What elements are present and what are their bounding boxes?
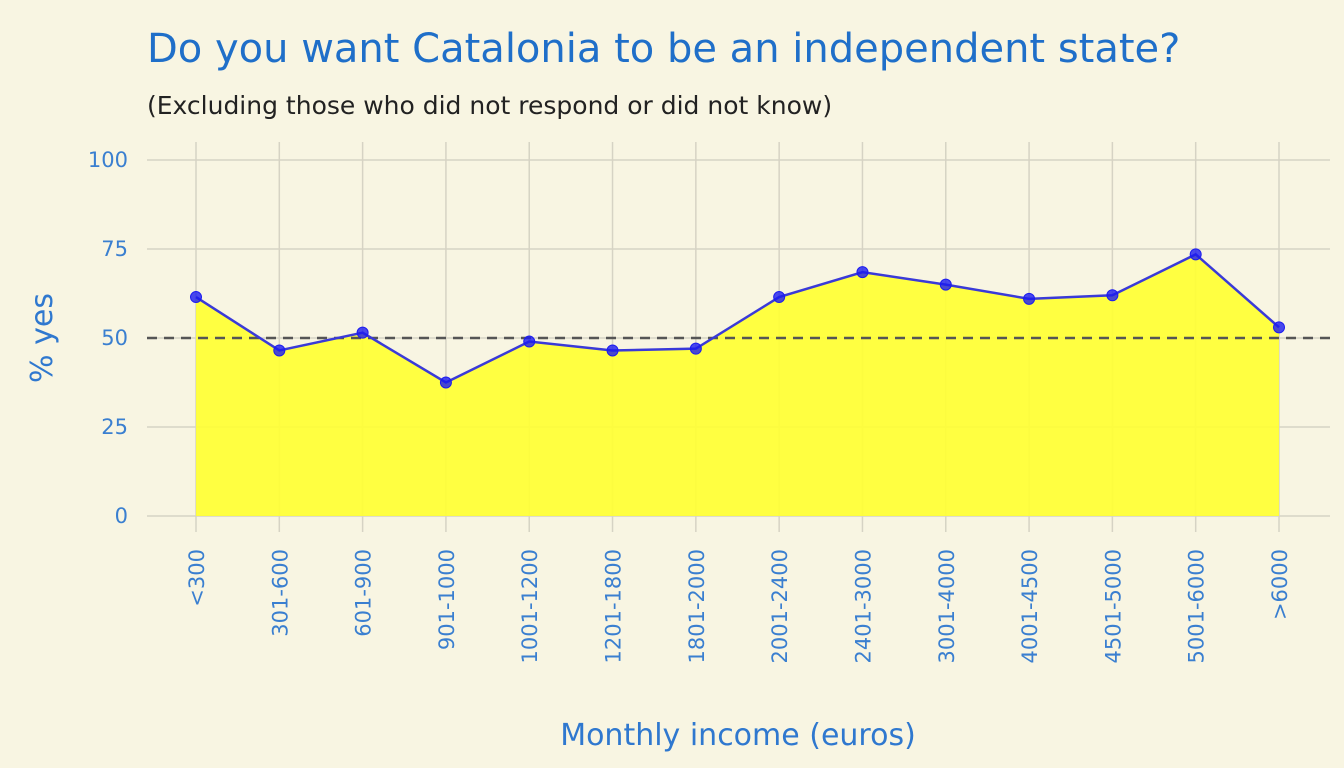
chart-title: Do you want Catalonia to be an independe… bbox=[147, 26, 1180, 72]
y-tick-label: 75 bbox=[101, 237, 128, 261]
x-tick-label: 3001-4000 bbox=[935, 549, 959, 663]
x-tick-label: <300 bbox=[185, 549, 209, 607]
x-tick-label: 4001-4500 bbox=[1018, 549, 1042, 663]
y-axis-title: % yes bbox=[25, 293, 60, 383]
data-point bbox=[1189, 248, 1202, 261]
x-tick-label: 2001-2400 bbox=[768, 549, 792, 663]
data-point bbox=[1273, 321, 1285, 334]
area-fill bbox=[196, 254, 1279, 516]
x-tick-label: 301-600 bbox=[268, 549, 292, 637]
x-tick-label: 1201-1800 bbox=[602, 549, 626, 663]
x-tick-label: 2401-3000 bbox=[851, 549, 875, 663]
y-tick-label: 25 bbox=[101, 415, 128, 439]
y-tick-label: 0 bbox=[115, 504, 128, 528]
x-axis-title: Monthly income (euros) bbox=[560, 718, 916, 753]
chart-subtitle: (Excluding those who did not respond or … bbox=[147, 91, 832, 120]
data-point bbox=[773, 291, 786, 304]
data-point bbox=[523, 335, 536, 348]
data-point bbox=[1106, 289, 1119, 302]
data-point bbox=[606, 344, 619, 357]
data-point bbox=[439, 376, 452, 389]
data-point bbox=[1023, 292, 1036, 305]
x-tick-label: >6000 bbox=[1268, 549, 1292, 620]
data-point bbox=[273, 344, 286, 357]
data-point bbox=[856, 266, 869, 279]
x-tick-label: 5001-6000 bbox=[1185, 549, 1209, 663]
y-tick-label: 100 bbox=[88, 148, 128, 172]
data-point bbox=[939, 278, 952, 291]
y-tick-label: 50 bbox=[101, 326, 128, 350]
data-point bbox=[356, 326, 369, 339]
x-tick-label: 901-1000 bbox=[435, 549, 459, 650]
x-tick-label: 1001-1200 bbox=[518, 549, 542, 663]
data-point bbox=[190, 291, 202, 304]
x-tick-label: 1801-2000 bbox=[685, 549, 709, 663]
series-line bbox=[195, 252, 1280, 384]
x-tick-label: 4501-5000 bbox=[1101, 549, 1125, 663]
data-point bbox=[689, 342, 702, 355]
plot-area: 0 25 50 75 100 <300 301-600 601-900 901-1000 1001… bbox=[88, 142, 1330, 663]
x-tick-label: 601-900 bbox=[352, 549, 376, 637]
